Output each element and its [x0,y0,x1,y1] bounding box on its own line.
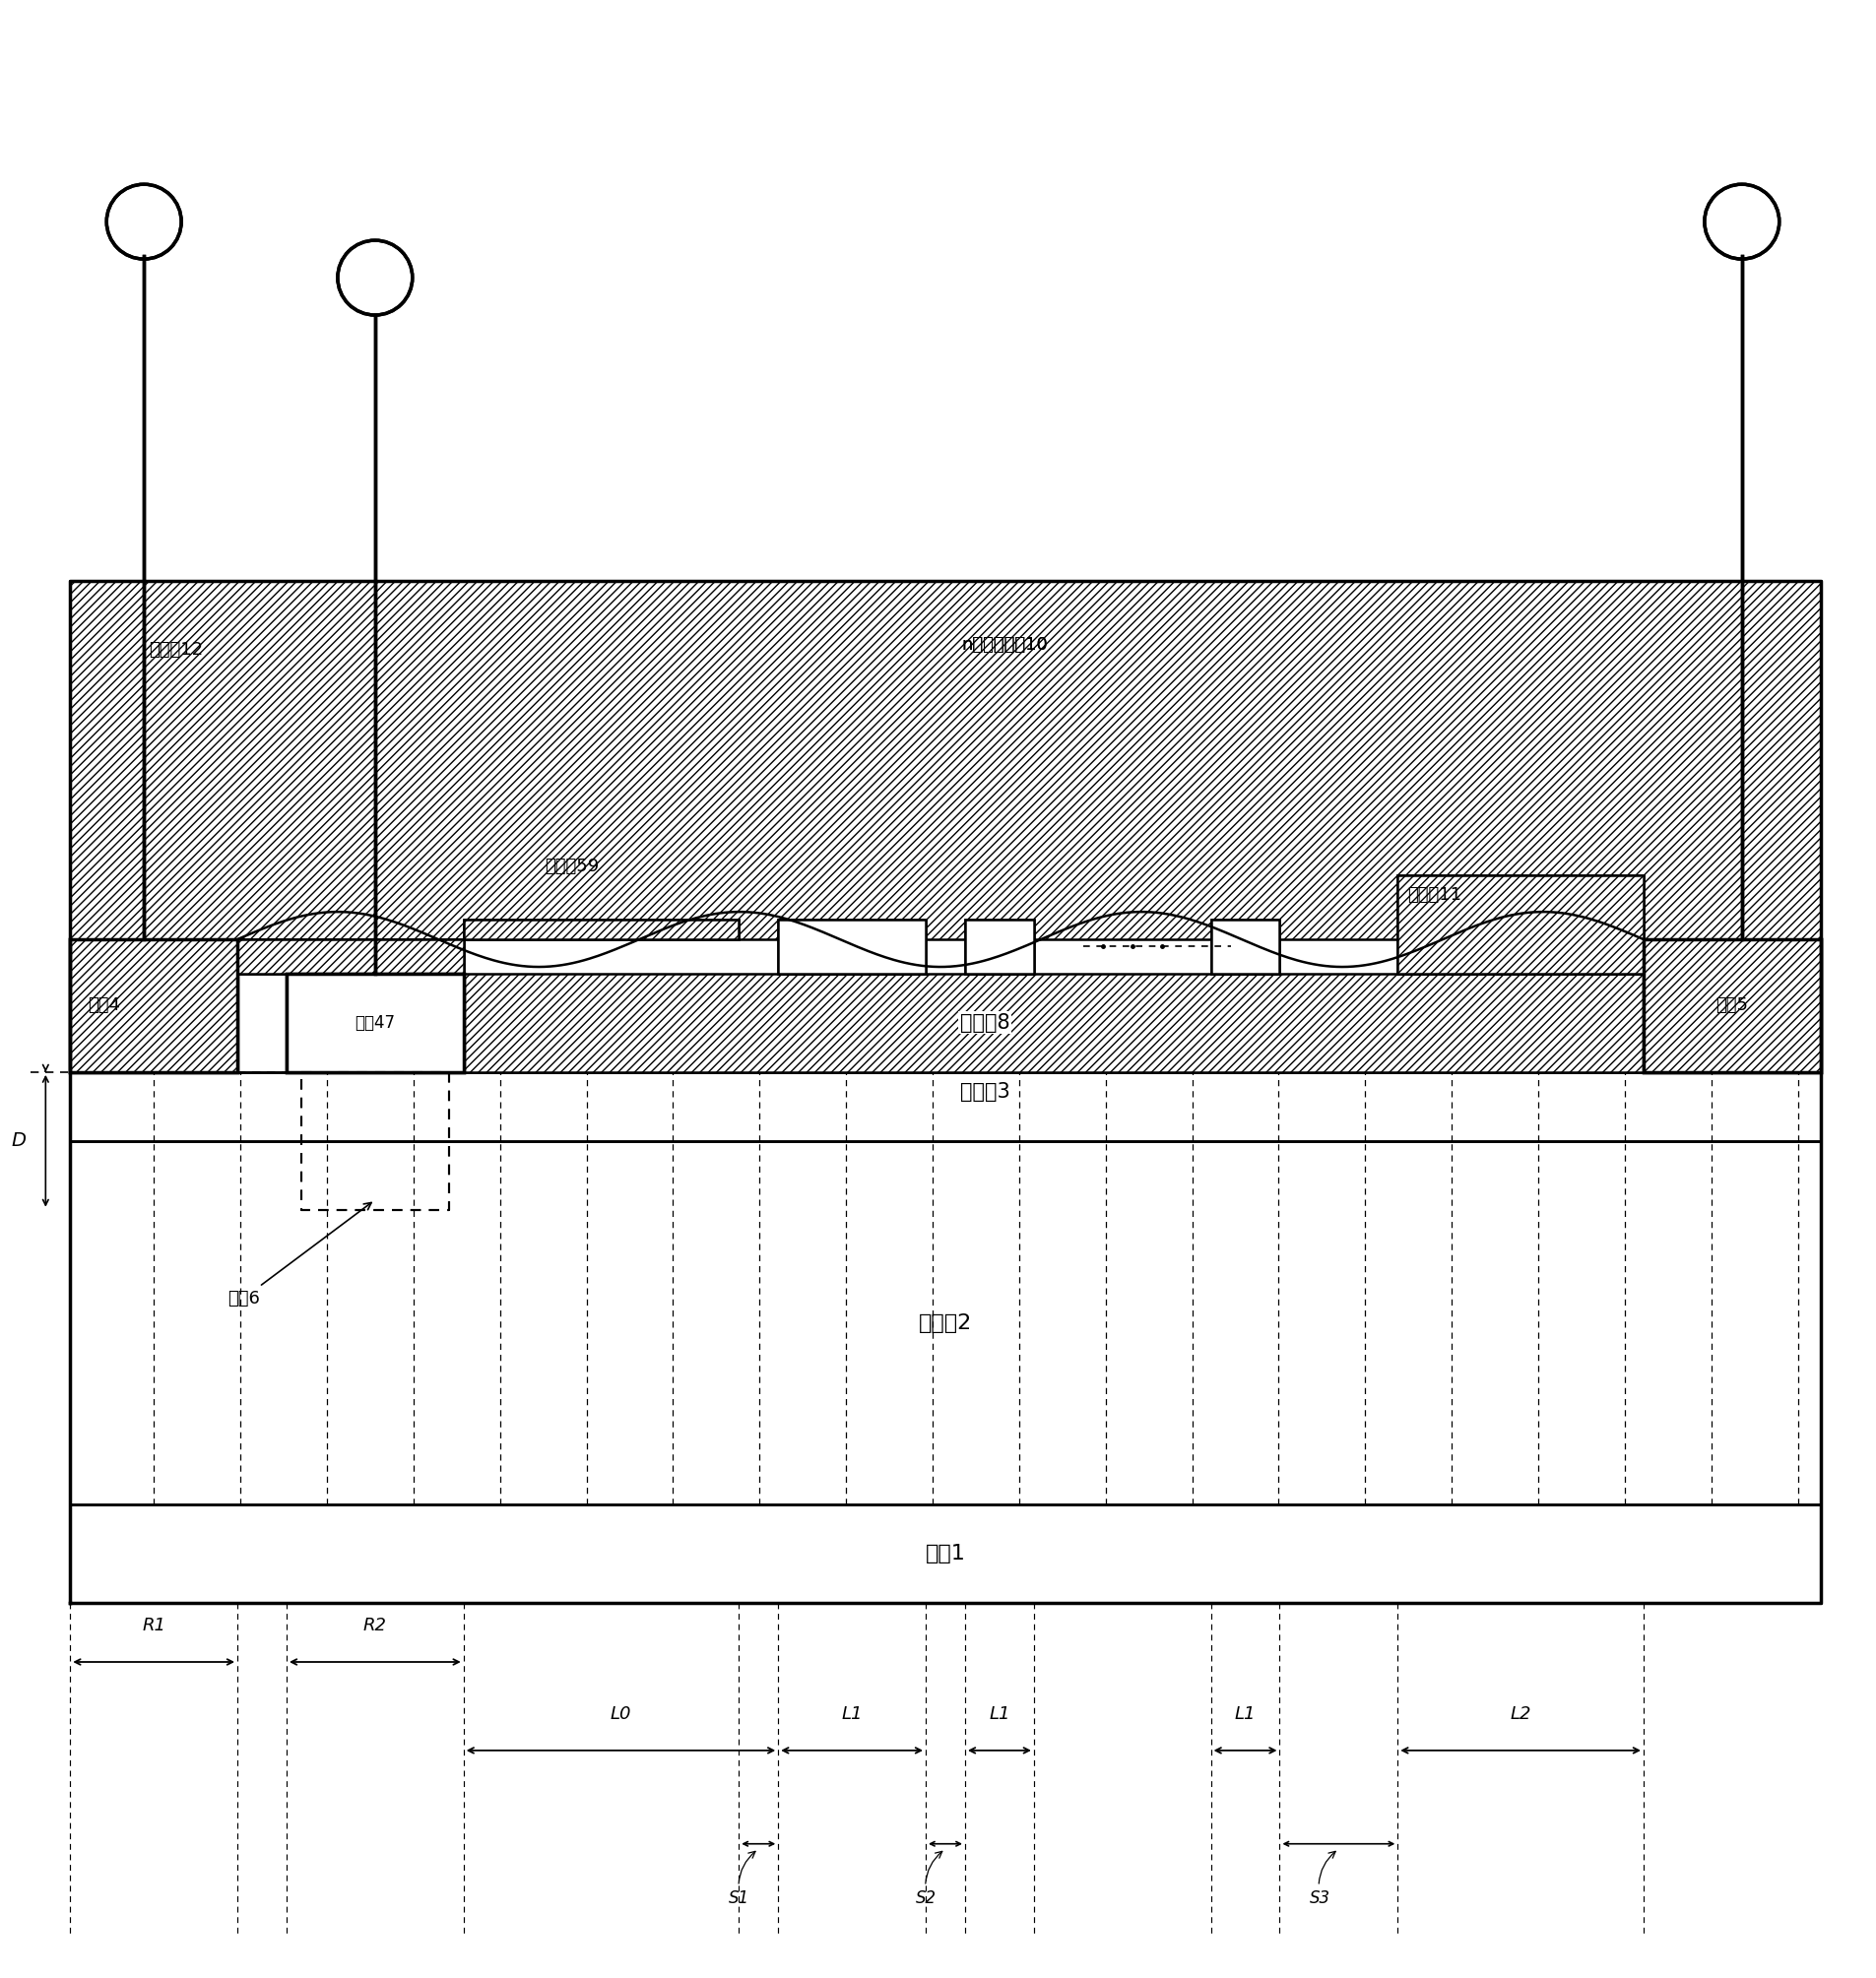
Text: D: D [11,1131,26,1151]
Text: 漏来5: 漏来5 [1717,997,1748,1015]
Polygon shape [964,920,1034,973]
Text: 槽标47: 槽标47 [355,1015,396,1033]
Text: 保护尒12: 保护尒12 [148,641,203,659]
Polygon shape [69,940,238,1072]
Text: 钝化卹8: 钝化卹8 [961,1013,1009,1033]
Polygon shape [1643,940,1820,1072]
Text: 源来4: 源来4 [88,997,120,1015]
Polygon shape [69,1505,1820,1602]
Text: 槽标47: 槽标47 [355,1015,396,1033]
Polygon shape [287,973,463,1072]
Polygon shape [287,973,463,1072]
Text: 势垒卹3: 势垒卹3 [961,1082,1009,1102]
Polygon shape [69,580,1820,940]
Text: L2: L2 [1510,1705,1531,1723]
Text: 源场杴59: 源场杴59 [544,858,598,876]
Polygon shape [69,1072,1820,1141]
Text: 漏场杴11: 漏场杴11 [1407,886,1461,904]
Polygon shape [463,973,1643,1072]
Text: S1: S1 [730,1851,756,1907]
Text: 漏来5: 漏来5 [1717,997,1748,1015]
Text: R1: R1 [143,1616,165,1634]
Text: 脚块1: 脚块1 [925,1545,966,1565]
Text: R2: R2 [364,1616,386,1634]
Text: 过渡卹2: 过渡卹2 [919,1313,972,1333]
Text: S3: S3 [1309,1851,1336,1907]
Polygon shape [238,920,739,973]
Polygon shape [238,920,739,973]
Polygon shape [69,940,238,1072]
Polygon shape [1210,920,1279,973]
Polygon shape [1398,876,1643,973]
Text: 源来4: 源来4 [88,997,120,1015]
Polygon shape [1643,940,1820,1072]
Polygon shape [69,1141,1820,1505]
Text: L1: L1 [989,1705,1009,1723]
Text: L1: L1 [840,1705,863,1723]
Text: S2: S2 [915,1851,942,1907]
Polygon shape [779,920,925,973]
Text: 钝化卹8: 钝化卹8 [961,1013,1009,1033]
Text: L1: L1 [1234,1705,1255,1723]
Polygon shape [779,920,925,973]
Text: n个浮空场杴10: n个浮空场杴10 [961,635,1047,653]
Polygon shape [964,920,1034,973]
Text: n个浮空场杴10: n个浮空场杴10 [961,635,1047,653]
Polygon shape [1398,876,1643,973]
Text: L0: L0 [610,1705,632,1723]
Text: 凹槽6: 凹槽6 [227,1203,371,1307]
Polygon shape [1210,920,1279,973]
